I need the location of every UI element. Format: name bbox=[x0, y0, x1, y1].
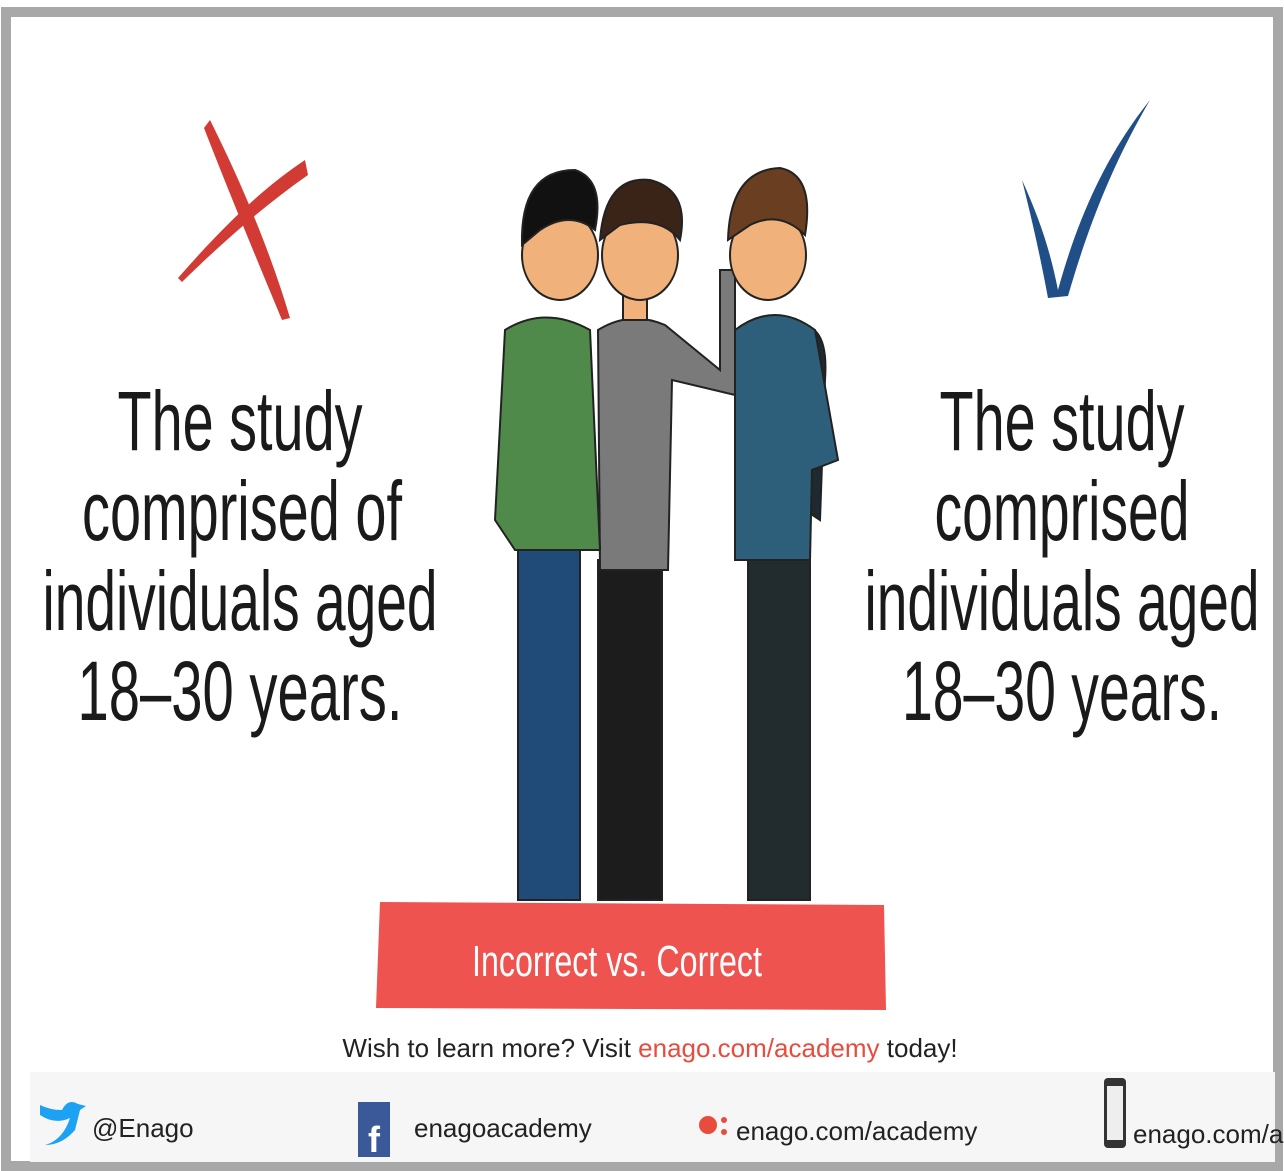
social-label[interactable]: enagoacademy bbox=[414, 1113, 592, 1143]
facebook-f: f bbox=[368, 1119, 381, 1160]
text-line: comprised bbox=[935, 464, 1190, 558]
social-label[interactable]: enago.com/academy bbox=[736, 1116, 977, 1146]
social-label[interactable]: enago.com/app bbox=[1133, 1119, 1284, 1149]
phone-screen bbox=[1107, 1086, 1123, 1140]
infographic: The study comprised of individuals aged … bbox=[0, 0, 1284, 1171]
cta-suffix: today! bbox=[880, 1033, 958, 1063]
text-line: 18–30 years. bbox=[78, 644, 403, 738]
cta-prefix: Wish to learn more? Visit bbox=[342, 1033, 638, 1063]
cta: Wish to learn more? Visit enago.com/acad… bbox=[342, 1033, 957, 1063]
enago-icon-dot bbox=[721, 1129, 727, 1135]
text-line: individuals aged bbox=[865, 554, 1260, 648]
footer-bar bbox=[30, 1072, 1275, 1162]
text-line: individuals aged bbox=[43, 554, 438, 648]
banner-text: Incorrect vs. Correct bbox=[472, 937, 762, 986]
enago-icon bbox=[699, 1116, 717, 1134]
text-line: The study bbox=[940, 374, 1185, 468]
text-line: The study bbox=[118, 374, 363, 468]
social-label[interactable]: @Enago bbox=[92, 1113, 194, 1143]
cta-link[interactable]: enago.com/academy bbox=[638, 1033, 879, 1063]
text-line: comprised of bbox=[82, 464, 402, 558]
enago-icon-dot bbox=[721, 1117, 727, 1123]
text-line: 18–30 years. bbox=[902, 644, 1222, 738]
